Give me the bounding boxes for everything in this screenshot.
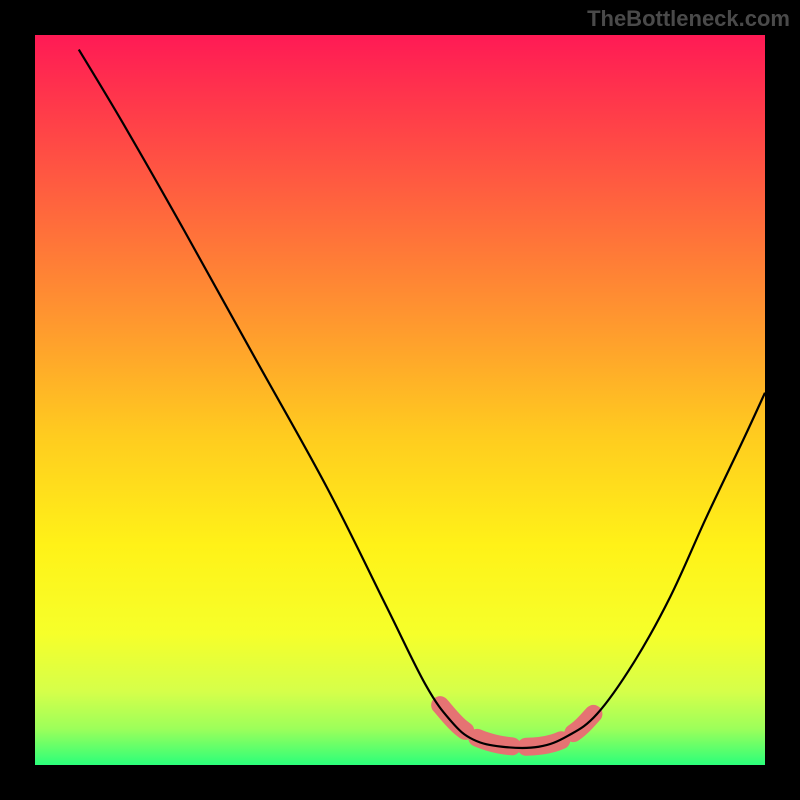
plot-area [35,35,765,765]
gradient-background [35,35,765,765]
chart-frame: TheBottleneck.com [0,0,800,800]
bottleneck-chart-svg [0,0,800,800]
